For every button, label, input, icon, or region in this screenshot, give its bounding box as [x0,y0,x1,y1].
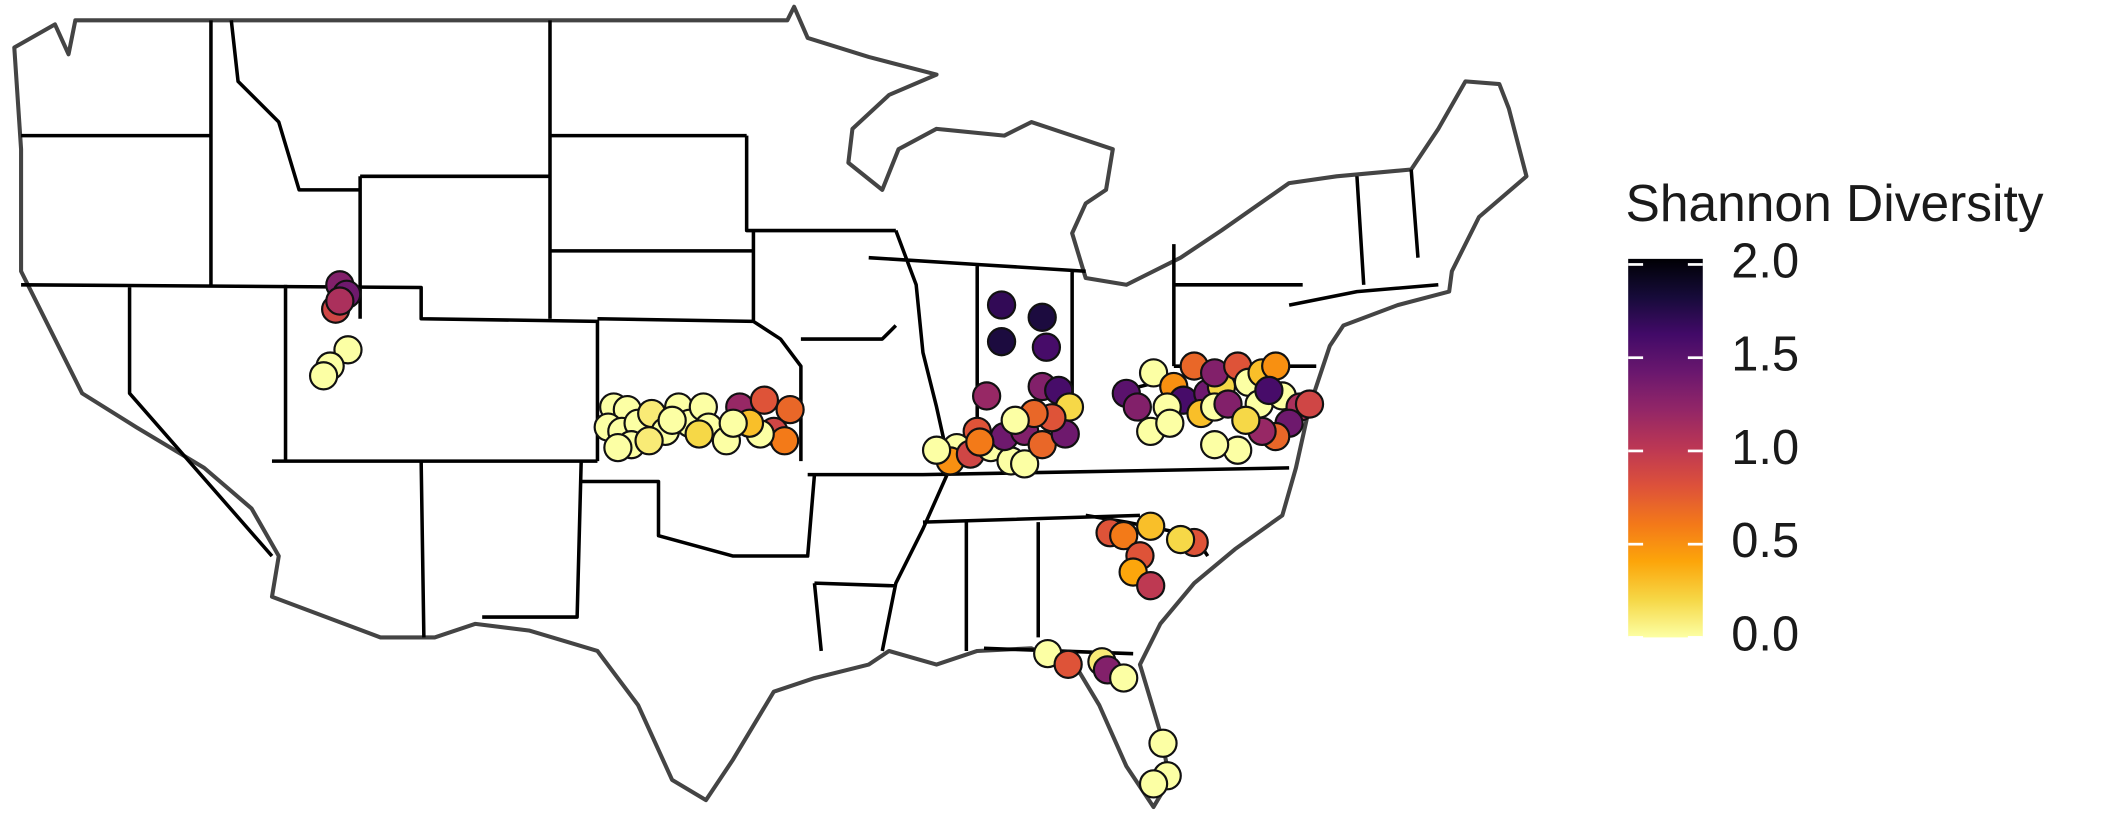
site-point [1148,728,1178,758]
site-point [1231,405,1261,435]
site-point [971,381,1002,411]
site-point [1294,389,1325,419]
colorbar-tick-label: 2.0 [1731,234,1799,288]
colorbar-tick-label: 1.0 [1731,421,1799,475]
site-point [684,419,714,449]
site-point [1109,521,1139,551]
site-points [308,270,1325,799]
site-point [921,435,952,465]
site-point [1155,408,1185,438]
site-point [1009,449,1040,479]
site-point [1109,663,1139,693]
colorbar-tick-label: 0.5 [1731,514,1799,568]
site-point [1254,375,1284,406]
site-point [749,385,780,415]
site-point [1165,524,1196,555]
site-point [986,290,1017,320]
site-point [1199,430,1230,460]
site-point [1138,358,1169,388]
site-point [1053,649,1083,679]
site-point [1027,302,1057,332]
site-point [1136,511,1166,541]
site-point [1261,351,1291,381]
site-point [986,327,1017,357]
site-point [634,426,664,456]
site-point [1122,392,1152,422]
site-point [1031,332,1062,362]
site-point [325,286,355,316]
colorbar-tick-label: 1.5 [1731,328,1799,382]
site-point [657,405,687,435]
site-point [1000,405,1030,435]
site-point [308,361,339,391]
site-point [1136,571,1166,601]
colorbar [1628,258,1703,638]
site-point [965,427,995,457]
site-point [603,432,633,463]
site-point [718,408,748,438]
site-point [775,394,805,425]
legend: Shannon Diversity 2.0 1.5 1.0 0.5 0.0 [1625,174,2043,661]
site-point [769,426,800,456]
colorbar-tick-label: 0.0 [1731,607,1799,661]
legend-title: Shannon Diversity [1625,174,2043,232]
site-point [1138,769,1169,799]
